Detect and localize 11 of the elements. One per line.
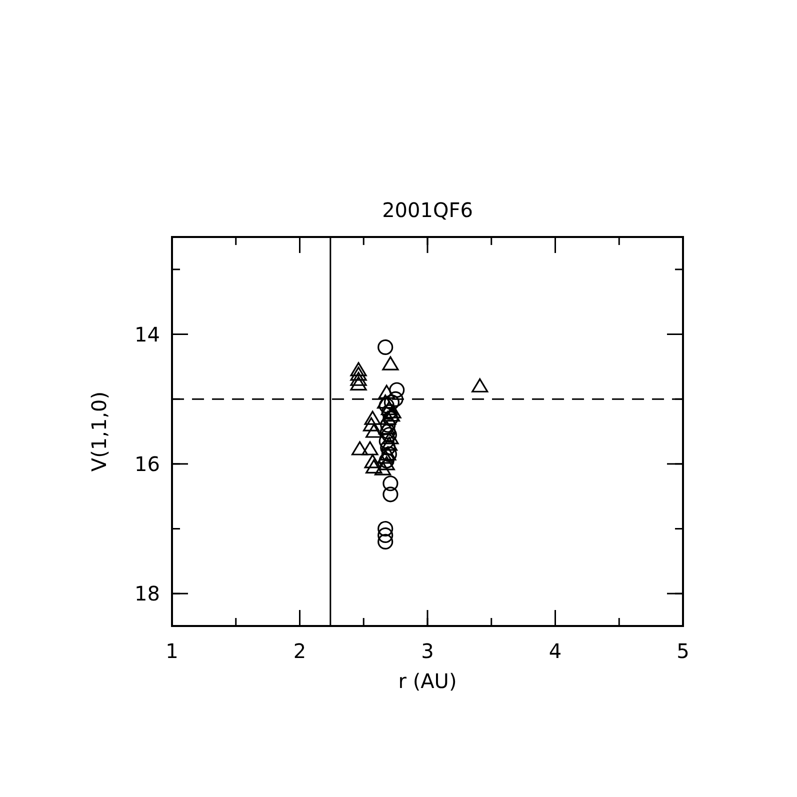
x-tick-label: 4 — [548, 639, 562, 663]
y-tick-label: 14 — [134, 322, 160, 346]
x-tick-label: 3 — [421, 639, 434, 663]
chart-title: 2001QF6 — [382, 198, 473, 222]
y-axis-title: V(1,1,0) — [87, 391, 111, 472]
x-tick-label: 2 — [293, 639, 306, 663]
y-tick-label: 16 — [134, 452, 160, 476]
x-tick-label: 1 — [166, 639, 178, 663]
x-axis-title: r (AU) — [398, 669, 457, 693]
y-tick-label: 18 — [134, 582, 160, 606]
x-tick-label: 5 — [676, 639, 690, 663]
